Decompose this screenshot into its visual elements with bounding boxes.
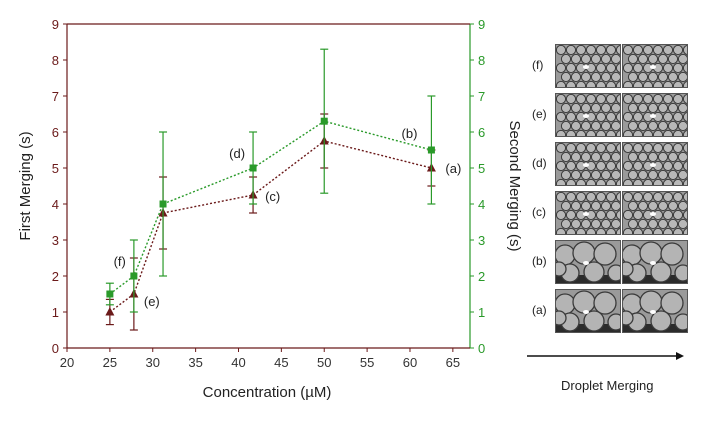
series-2-point xyxy=(106,290,114,298)
y-left-tick-label: 6 xyxy=(52,125,59,140)
y-left-tick-label: 8 xyxy=(52,53,59,68)
micrograph-row-label: (f) xyxy=(532,58,544,72)
y-left-tick-label: 0 xyxy=(52,341,59,356)
x-axis-label: Concentration (µM) xyxy=(203,384,332,401)
micrograph-row-label: (d) xyxy=(532,156,547,170)
y-left-tick-label: 5 xyxy=(52,161,59,176)
y-right-tick-label: 6 xyxy=(478,125,485,140)
series-2-point xyxy=(159,200,167,208)
micrograph-before xyxy=(555,142,621,186)
y-left-tick-label: 4 xyxy=(52,197,59,212)
y-axis-right-label: Second Merging (s) xyxy=(506,121,523,252)
y-right-tick-label: 0 xyxy=(478,341,485,356)
y-right-tick-label: 9 xyxy=(478,17,485,32)
series-2-point xyxy=(249,164,257,172)
micrograph-before xyxy=(555,289,621,333)
micrograph-after xyxy=(622,44,688,88)
y-right-tick-label: 2 xyxy=(478,269,485,284)
droplet-merging-label: Droplet Merging xyxy=(561,378,654,393)
annotation-label: (a) xyxy=(445,161,461,176)
x-tick-label: 50 xyxy=(317,355,331,370)
x-tick-label: 60 xyxy=(403,355,417,370)
series-1-point xyxy=(105,307,115,316)
y-left-tick-label: 3 xyxy=(52,233,59,248)
series-2-point xyxy=(130,272,138,280)
annotation-label: (d) xyxy=(229,146,245,161)
micrograph-before xyxy=(555,93,621,137)
x-tick-label: 65 xyxy=(446,355,460,370)
micrograph-row-label: (c) xyxy=(532,205,546,219)
x-tick-label: 20 xyxy=(60,355,74,370)
annotation-label: (c) xyxy=(265,189,280,204)
x-tick-label: 30 xyxy=(146,355,160,370)
y-right-tick-label: 4 xyxy=(478,197,485,212)
annotation-label: (b) xyxy=(402,126,418,141)
y-left-tick-label: 2 xyxy=(52,269,59,284)
micrograph-after xyxy=(622,191,688,235)
annotations: (a) (b) (c) (d) (e) (f) xyxy=(114,126,462,309)
micrograph-after xyxy=(622,93,688,137)
y-right-tick-label: 3 xyxy=(478,233,485,248)
micrograph-after xyxy=(622,240,688,284)
y-left-tick-label: 7 xyxy=(52,89,59,104)
micrograph-before xyxy=(555,191,621,235)
x-tick-label: 45 xyxy=(274,355,288,370)
y-right-tick-label: 7 xyxy=(478,89,485,104)
y-left-tick-label: 9 xyxy=(52,17,59,32)
x-tick-label: 55 xyxy=(360,355,374,370)
y-left-tick-label: 1 xyxy=(52,305,59,320)
series-2-line xyxy=(109,120,432,295)
series-2-point xyxy=(427,146,435,154)
data-series xyxy=(105,48,436,331)
annotation-label: (e) xyxy=(144,294,160,309)
micrograph-after xyxy=(622,289,688,333)
y-right-tick-label: 8 xyxy=(478,53,485,68)
x-tick-label: 40 xyxy=(231,355,245,370)
y-right-tick-label: 5 xyxy=(478,161,485,176)
micrograph-row-label: (b) xyxy=(532,254,547,268)
micrograph-row-label: (a) xyxy=(532,303,547,317)
y-axis-left-label: First Merging (s) xyxy=(17,131,34,240)
series-2-point xyxy=(320,117,328,125)
micrograph-after xyxy=(622,142,688,186)
x-tick-label: 25 xyxy=(103,355,117,370)
x-tick-label: 35 xyxy=(188,355,202,370)
micrograph-before xyxy=(555,44,621,88)
micrograph-before xyxy=(555,240,621,284)
micrograph-row-label: (e) xyxy=(532,107,547,121)
annotation-label: (f) xyxy=(114,254,126,269)
axes: 20 25 30 35 40 45 50 55 60 650 01 12 23 34 45 56 67 78 89 9 xyxy=(52,17,485,370)
y-right-tick-label: 1 xyxy=(478,305,485,320)
